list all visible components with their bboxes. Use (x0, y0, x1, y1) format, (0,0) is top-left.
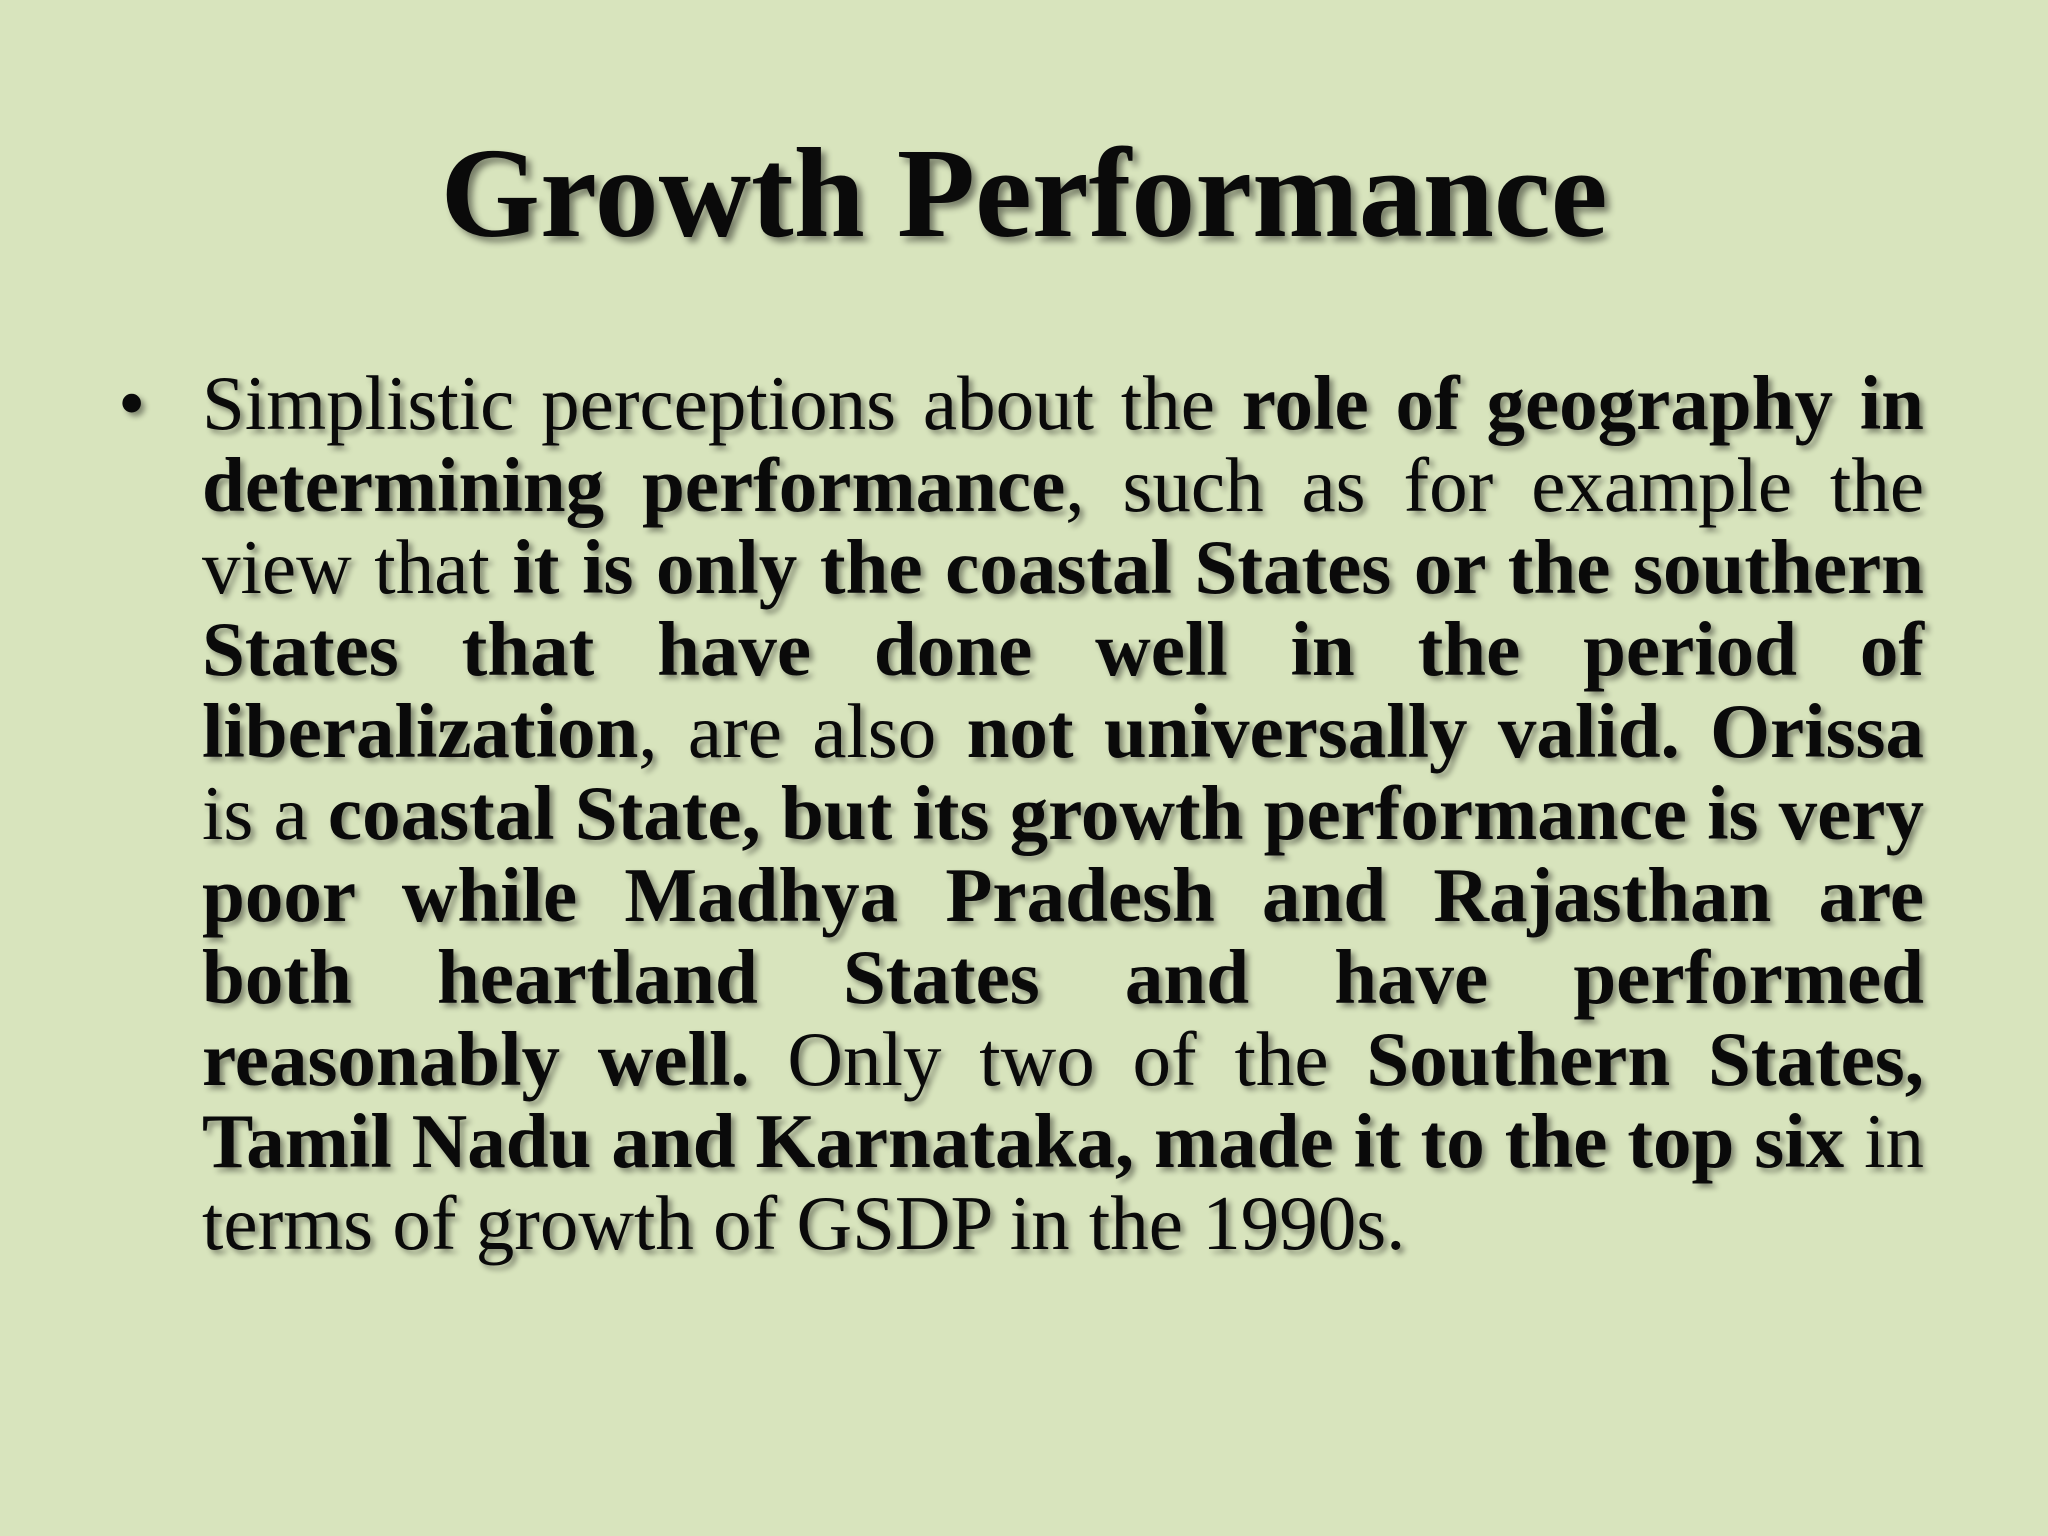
text-segment: in terms of growth of GSDP in the 1990s. (202, 1098, 1924, 1266)
text-segment-bold: Southern States, Tamil Nadu and Karnatak… (202, 1016, 1924, 1184)
bullet-item: • Simplistic perceptions about the role … (118, 359, 1924, 1265)
text-segment: , are also (638, 688, 967, 774)
text-segment: , such as for example the view that (202, 442, 1925, 610)
text-segment-bold: coastal State, but its growth performanc… (202, 770, 1924, 1102)
text-segment: Simplistic perceptions about the (202, 360, 1242, 446)
bullet-list: • Simplistic perceptions about the role … (118, 359, 1924, 1265)
text-segment-bold: role of geography in determining perform… (202, 360, 1925, 528)
text-segment-bold: it is only the coastal States or the sou… (202, 524, 1924, 774)
text-segment: is a (202, 770, 328, 856)
slide-title: Growth Performance (440, 122, 1608, 264)
text-segment-bold: not universally valid. Orissa (966, 688, 1924, 774)
text-segment: Only two of the (749, 1016, 1367, 1102)
bullet-text: Simplistic perceptions about the role of… (202, 362, 1924, 1264)
bullet-dot-icon: • (118, 359, 146, 446)
